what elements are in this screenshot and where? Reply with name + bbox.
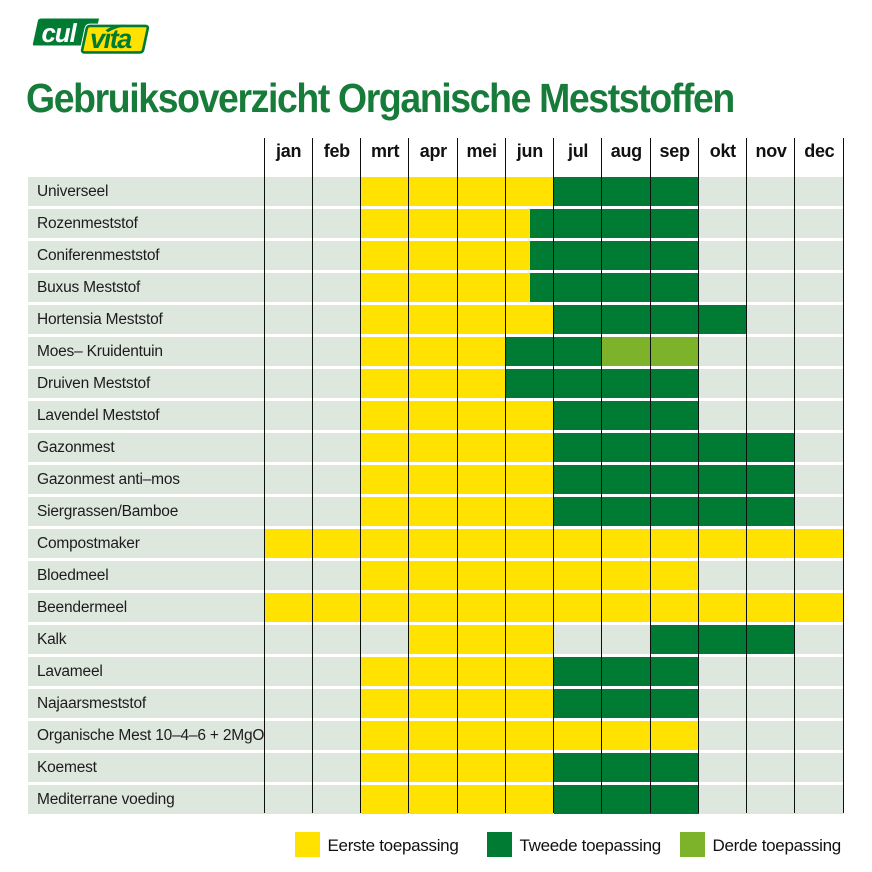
- svg-text:cul: cul: [42, 18, 78, 48]
